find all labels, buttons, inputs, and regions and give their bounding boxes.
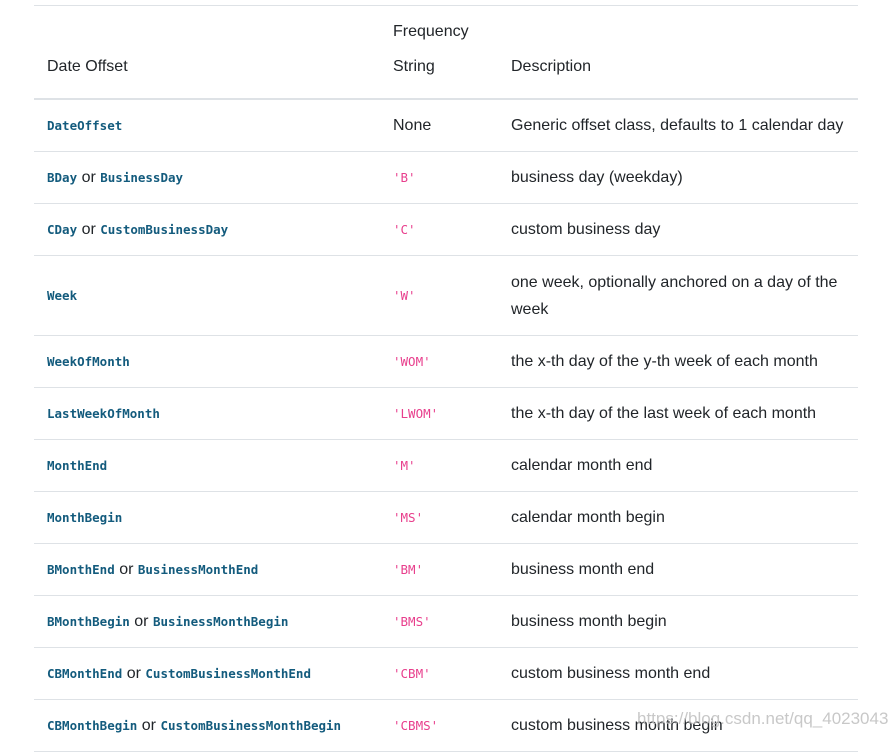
- offset-alias: BusinessMonthEnd: [137, 562, 259, 577]
- table-row: CBMonthEnd or CustomBusinessMonthEnd 'CBM…: [34, 647, 858, 700]
- offset-cell: MonthBegin: [34, 491, 380, 544]
- freq-string: 'MS': [393, 510, 424, 525]
- offset-name: BMonthBegin: [47, 614, 130, 629]
- description-cell: custom business day: [498, 203, 858, 256]
- table-row: BDay or BusinessDay 'B' business day (week…: [34, 151, 858, 204]
- table-row: DateOffset None Generic offset class, defa…: [34, 98, 858, 152]
- header-date-offset: Date Offset: [34, 5, 380, 100]
- offset-cell: DateOffset: [34, 98, 380, 152]
- freq-cell: 'M': [380, 439, 498, 492]
- table-row: BMonthBegin or BusinessMonthBegin 'BMS' bu…: [34, 595, 858, 648]
- freq-cell: 'W': [380, 255, 498, 336]
- offset-alias: CustomBusinessDay: [100, 222, 229, 237]
- table-header-row: Date Offset Frequency String Description: [34, 5, 858, 100]
- or-text: or: [134, 613, 149, 630]
- freq-cell: 'MS': [380, 491, 498, 544]
- or-text: or: [141, 717, 156, 734]
- offset-cell: BMonthBegin or BusinessMonthBegin: [34, 595, 380, 648]
- offset-cell: MonthEnd: [34, 439, 380, 492]
- offset-name: BMonthEnd: [47, 562, 115, 577]
- offset-name: MonthEnd: [47, 458, 108, 473]
- freq-cell: 'CBMS': [380, 699, 498, 752]
- table-row: BMonthEnd or BusinessMonthEnd 'BM' busines…: [34, 543, 858, 596]
- freq-cell: 'C': [380, 203, 498, 256]
- freq-string: 'W': [393, 288, 416, 303]
- description-cell: custom business month begin: [498, 699, 858, 752]
- freq-cell: 'B': [380, 151, 498, 204]
- description-cell: one week, optionally anchored on a day o…: [498, 255, 858, 336]
- or-text: or: [119, 561, 134, 578]
- offset-name: CBMonthEnd: [47, 666, 123, 681]
- freq-string: 'B': [393, 170, 416, 185]
- offset-name: WeekOfMonth: [47, 354, 130, 369]
- header-description: Description: [498, 5, 858, 100]
- offset-name: MonthBegin: [47, 510, 123, 525]
- or-text: or: [81, 221, 96, 238]
- offset-name: CDay: [47, 222, 78, 237]
- freq-string: 'CBMS': [393, 718, 439, 733]
- offset-name: BDay: [47, 170, 78, 185]
- freq-string: 'WOM': [393, 354, 431, 369]
- offset-name: CBMonthBegin: [47, 718, 138, 733]
- or-text: or: [126, 665, 141, 682]
- offset-cell: BMonthEnd or BusinessMonthEnd: [34, 543, 380, 596]
- table-row: WeekOfMonth 'WOM' the x-th day of the y-th…: [34, 335, 858, 388]
- table-row: LastWeekOfMonth 'LWOM' the x-th day of the…: [34, 387, 858, 440]
- offset-alias: BusinessDay: [100, 170, 184, 185]
- table-row: CBMonthBegin or CustomBusinessMonthBegin…: [34, 699, 858, 752]
- description-cell: custom business month end: [498, 647, 858, 700]
- offset-name: Week: [47, 288, 78, 303]
- table-row: MonthEnd 'M' calendar month end: [34, 439, 858, 492]
- offset-cell: LastWeekOfMonth: [34, 387, 380, 440]
- offset-name: LastWeekOfMonth: [47, 406, 160, 421]
- freq-cell: 'CBM': [380, 647, 498, 700]
- table-row: MonthBegin 'MS' calendar month begin: [34, 491, 858, 544]
- freq-cell: 'WOM': [380, 335, 498, 388]
- freq-string: 'BM': [393, 562, 424, 577]
- offset-alias: BusinessMonthBegin: [152, 614, 289, 629]
- freq-string: 'M': [393, 458, 416, 473]
- description-cell: business month end: [498, 543, 858, 596]
- offset-alias: CustomBusinessMonthBegin: [160, 718, 342, 733]
- description-cell: business month begin: [498, 595, 858, 648]
- freq-cell: 'BMS': [380, 595, 498, 648]
- or-text: or: [81, 169, 96, 186]
- offset-cell: WeekOfMonth: [34, 335, 380, 388]
- freq-cell: 'BM': [380, 543, 498, 596]
- offset-cell: CDay or CustomBusinessDay: [34, 203, 380, 256]
- freq-string: 'LWOM': [393, 406, 439, 421]
- offset-alias: CustomBusinessMonthEnd: [145, 666, 311, 681]
- date-offset-table: Date Offset Frequency String Description…: [34, 5, 858, 752]
- description-cell: Generic offset class, defaults to 1 cale…: [498, 98, 858, 152]
- offset-cell: CBMonthEnd or CustomBusinessMonthEnd: [34, 647, 380, 700]
- freq-cell: 'LWOM': [380, 387, 498, 440]
- offset-name: DateOffset: [47, 118, 123, 133]
- description-cell: the x-th day of the y-th week of each mo…: [498, 335, 858, 388]
- header-frequency-string: Frequency String: [380, 5, 498, 100]
- freq-string: 'BMS': [393, 614, 431, 629]
- offset-cell: BDay or BusinessDay: [34, 151, 380, 204]
- freq-cell: None: [380, 98, 498, 152]
- description-cell: calendar month end: [498, 439, 858, 492]
- description-cell: business day (weekday): [498, 151, 858, 204]
- offset-cell: CBMonthBegin or CustomBusinessMonthBegin: [34, 699, 380, 752]
- table-row: CDay or CustomBusinessDay 'C' custom busin…: [34, 203, 858, 256]
- watermark: https://blog.csdn.net/qq_40230430: [637, 709, 889, 728]
- freq-string: 'C': [393, 222, 416, 237]
- freq-string: 'CBM': [393, 666, 431, 681]
- offset-cell: Week: [34, 255, 380, 336]
- table-row: Week 'W' one week, optionally anchored on …: [34, 255, 858, 336]
- description-cell: calendar month begin: [498, 491, 858, 544]
- description-cell: the x-th day of the last week of each mo…: [498, 387, 858, 440]
